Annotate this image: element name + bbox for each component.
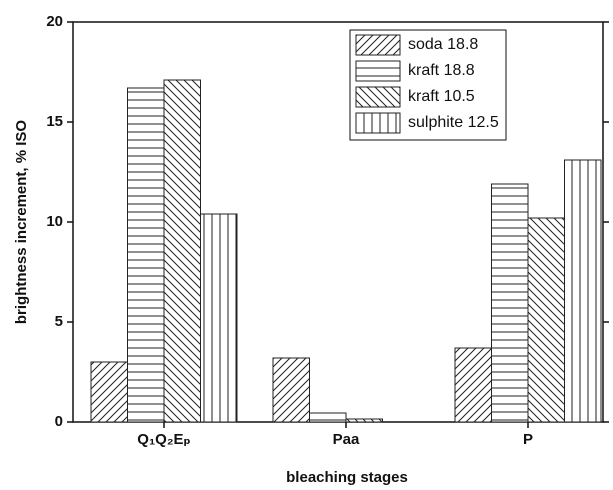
legend-swatch [355,60,401,82]
bar [527,217,565,423]
bar [163,79,201,423]
bar [345,418,383,423]
legend-label: soda 18.8 [408,36,478,53]
bar [309,412,347,423]
x-tick-label: Paa [333,431,360,448]
legend-swatch [355,34,401,56]
bar [90,361,128,423]
legend-label: kraft 10.5 [408,88,475,105]
bar [491,183,529,423]
legend-label: kraft 18.8 [408,62,475,79]
bar [272,357,310,423]
legend-swatch [355,86,401,108]
x-axis-label: bleaching stages [286,469,408,486]
y-axis-label: brightness increment, % ISO [13,120,30,325]
legend-swatch [355,112,401,134]
y-tick-label: 20 [46,13,63,30]
bar [200,213,238,423]
bar [454,347,492,423]
y-tick-label: 10 [46,213,63,230]
x-tick-label: Q₁Q₂Eₚ [137,431,190,448]
y-tick-label: 15 [46,113,63,130]
bar [127,87,165,423]
y-tick-label: 0 [55,413,63,430]
y-tick-label: 5 [55,313,63,330]
x-tick-label: P [523,431,533,448]
legend-label: sulphite 12.5 [408,114,499,131]
bar [564,159,602,423]
